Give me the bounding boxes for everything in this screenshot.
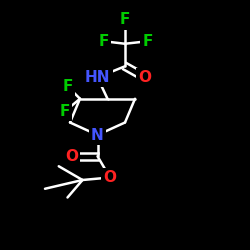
Text: O: O: [138, 70, 151, 85]
Text: F: F: [120, 12, 130, 28]
Text: O: O: [104, 170, 117, 185]
Text: N: N: [91, 128, 104, 142]
Text: F: F: [62, 79, 73, 94]
Text: F: F: [60, 104, 70, 119]
Text: F: F: [142, 34, 153, 49]
Text: O: O: [65, 149, 78, 164]
Text: F: F: [98, 34, 109, 49]
Text: HN: HN: [85, 70, 110, 85]
